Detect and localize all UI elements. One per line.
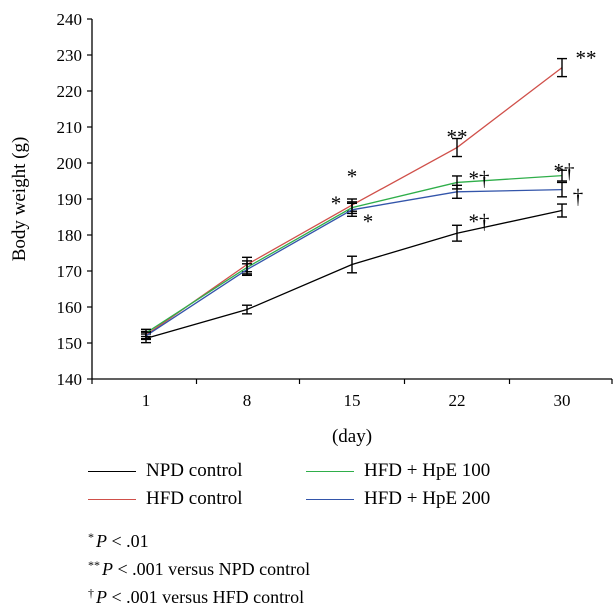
chart-series [141,57,567,344]
significance-mark: * [347,165,358,189]
line-chart: 140 150 160 170 180 190 200 210 220 230 240 1 8 15 22 3… [9,10,613,447]
y-tick-label: 140 [57,370,83,389]
legend-item: HFD control [88,488,243,510]
chart-legend: NPD control HFD control HFD + HpE 100 HF… [88,460,568,520]
y-tick-label: 190 [57,190,83,209]
y-tick-label: 200 [57,154,83,173]
series-line [145,209,563,339]
x-tick-label: 8 [243,391,252,410]
y-tick-label: 150 [57,334,83,353]
significance-mark: † [573,184,584,208]
legend-swatch [306,498,354,500]
significance-mark: *† [469,166,490,190]
y-tick-label: 220 [57,82,83,101]
y-axis-label: Body weight (g) [9,137,30,262]
legend-swatch [88,498,136,500]
legend-item: HFD + HpE 100 [306,460,490,482]
significance-mark: *† [554,159,575,183]
series-group [141,181,567,341]
legend-item: HFD + HpE 200 [306,488,490,510]
series-group [141,169,567,338]
significance-mark: * [331,192,342,216]
footnote: * P < .01 [88,530,149,551]
legend-label: NPD control [146,460,243,481]
y-tick-label: 180 [57,226,83,245]
significance-mark: ** [447,125,468,149]
legend-label: HFD + HpE 100 [364,460,491,481]
y-tick-label: 230 [57,46,83,65]
significance-mark: * [363,210,374,234]
x-axis-label: (day) [332,426,372,447]
chart-axes: 140 150 160 170 180 190 200 210 220 230 240 1 8 15 22 3… [57,10,613,410]
y-tick-label: 170 [57,262,83,281]
legend-swatch [306,470,354,472]
legend-swatch [88,470,136,472]
chart-annotations: ******†*†***†† [331,46,597,234]
footnotes: * P < .01 ** P < .001 versus NPD control †… [88,525,310,609]
significance-mark: *† [469,210,490,234]
significance-mark: ** [576,46,597,70]
footnote: † P < .001 versus HFD control [88,586,305,607]
y-tick-label: 240 [57,10,83,29]
x-tick-label: 30 [554,391,571,410]
series-group [141,203,567,344]
y-tick-label: 210 [57,118,83,137]
legend-label: HFD + HpE 200 [364,488,491,509]
y-tick-label: 160 [57,298,83,317]
legend-item: NPD control [88,460,243,482]
x-tick-label: 1 [142,391,151,410]
legend-label: HFD control [146,488,243,509]
footnote: ** P < .001 versus NPD control [88,558,311,579]
x-tick-label: 22 [449,391,466,410]
x-tick-label: 15 [344,391,361,410]
